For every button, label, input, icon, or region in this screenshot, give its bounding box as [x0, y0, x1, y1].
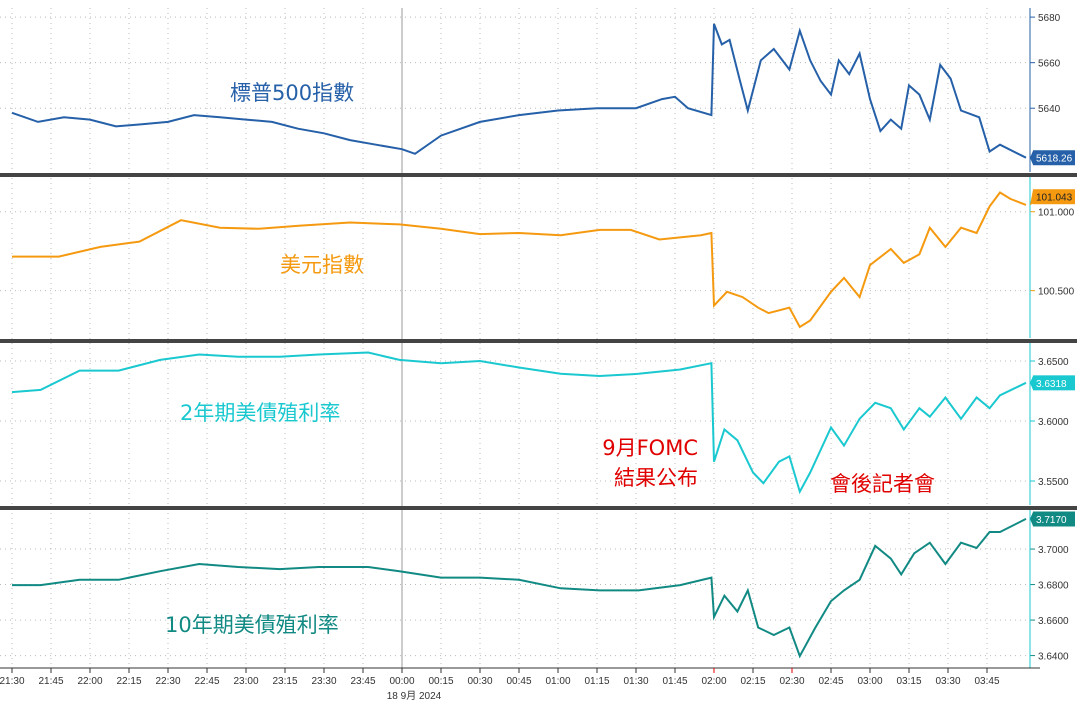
y-tick-label: 3.6800 — [1038, 581, 1069, 592]
annotation-fomc: 結果公布 — [614, 466, 698, 490]
x-tick-label: 00:00 — [389, 676, 414, 687]
x-tick-label: 23:30 — [311, 676, 336, 687]
x-tick-label: 03:00 — [857, 676, 882, 687]
y-tick-label: 5680 — [1038, 13, 1061, 24]
y-tick-label: 3.6500 — [1038, 357, 1069, 368]
y-tick-label: 3.6000 — [1038, 417, 1069, 428]
series-name: 2年期美債殖利率 — [180, 401, 340, 425]
x-tick-label: 23:15 — [272, 676, 297, 687]
panel-divider — [0, 339, 1077, 343]
y-tick-label: 5640 — [1038, 104, 1061, 115]
y-tick-label: 101.000 — [1038, 208, 1075, 219]
last-value-label: 5618.26 — [1036, 154, 1073, 165]
last-value-label: 3.7170 — [1036, 515, 1067, 526]
x-tick-label: 00:30 — [467, 676, 492, 687]
panel-1: 5680 5660 5640 5618.26 標普500指數 — [0, 8, 1075, 172]
last-value-label: 3.6318 — [1036, 379, 1067, 390]
series-line — [11, 23, 1027, 159]
series-name: 標普500指數 — [230, 81, 354, 105]
series-name: 美元指數 — [280, 253, 364, 277]
last-value-badge — [1033, 189, 1075, 205]
x-tick-label: 00:45 — [506, 676, 531, 687]
x-tick-label: 00:15 — [428, 676, 453, 687]
last-value-badge — [1033, 375, 1075, 391]
panel-4: 3.7000 3.6800 3.6600 3.6400 3.7170 10年期美債殖利率 — [0, 510, 1075, 668]
x-tick-label: 01:00 — [545, 676, 570, 687]
panel-3: 3.6500 3.6000 3.5500 3.6318 2年期美債殖利率 — [0, 343, 1075, 505]
last-value-badge — [1033, 511, 1075, 527]
date-label: 18 9月 2024 — [387, 690, 442, 702]
y-tick-label: 3.5500 — [1038, 477, 1069, 488]
y-tick-label: 3.7000 — [1038, 545, 1069, 556]
series-line — [12, 191, 1027, 329]
x-tick-label: 02:30 — [779, 676, 804, 687]
x-tick-label: 01:45 — [662, 676, 687, 687]
series-line — [12, 518, 1027, 659]
x-tick-label: 03:45 — [974, 676, 999, 687]
y-tick-label: 100.500 — [1038, 287, 1075, 298]
last-value-pointer — [1030, 189, 1033, 205]
last-value-pointer — [1030, 150, 1033, 165]
panel-divider — [0, 506, 1077, 510]
last-value-pointer — [1030, 512, 1033, 526]
x-tick-label: 21:45 — [38, 676, 63, 687]
x-tick-label: 22:45 — [194, 676, 219, 687]
x-tick-label: 01:30 — [623, 676, 648, 687]
x-tick-label: 03:30 — [935, 676, 960, 687]
y-tick-label: 3.6600 — [1038, 616, 1069, 627]
panel-2: 101.000 100.500 101.043 美元指數 — [0, 177, 1075, 338]
x-tick-label: 22:15 — [116, 676, 141, 687]
last-value-badge — [1033, 150, 1075, 166]
x-tick-label: 22:30 — [155, 676, 180, 687]
y-tick-label: 5660 — [1038, 59, 1061, 70]
x-tick-label: 01:15 — [584, 676, 609, 687]
x-tick-label: 23:45 — [350, 676, 375, 687]
x-tick-label: 22:00 — [77, 676, 102, 687]
last-value-label: 101.043 — [1036, 193, 1073, 204]
x-tick-label: 02:15 — [740, 676, 765, 687]
series-line — [11, 351, 1027, 495]
x-tick-label: 21:30 — [0, 676, 25, 687]
x-tick-label: 02:45 — [818, 676, 843, 687]
y-tick-label: 3.6400 — [1038, 652, 1069, 663]
annotation-press-conference: 會後記者會 — [830, 472, 935, 496]
series-name: 10年期美債殖利率 — [165, 613, 339, 637]
panel-divider — [0, 173, 1077, 177]
annotation-fomc: 9月FOMC — [602, 436, 698, 460]
last-value-pointer — [1030, 375, 1033, 390]
x-tick-label: 23:00 — [233, 676, 258, 687]
x-tick-label: 02:00 — [701, 676, 726, 687]
x-tick-label: 03:15 — [896, 676, 921, 687]
